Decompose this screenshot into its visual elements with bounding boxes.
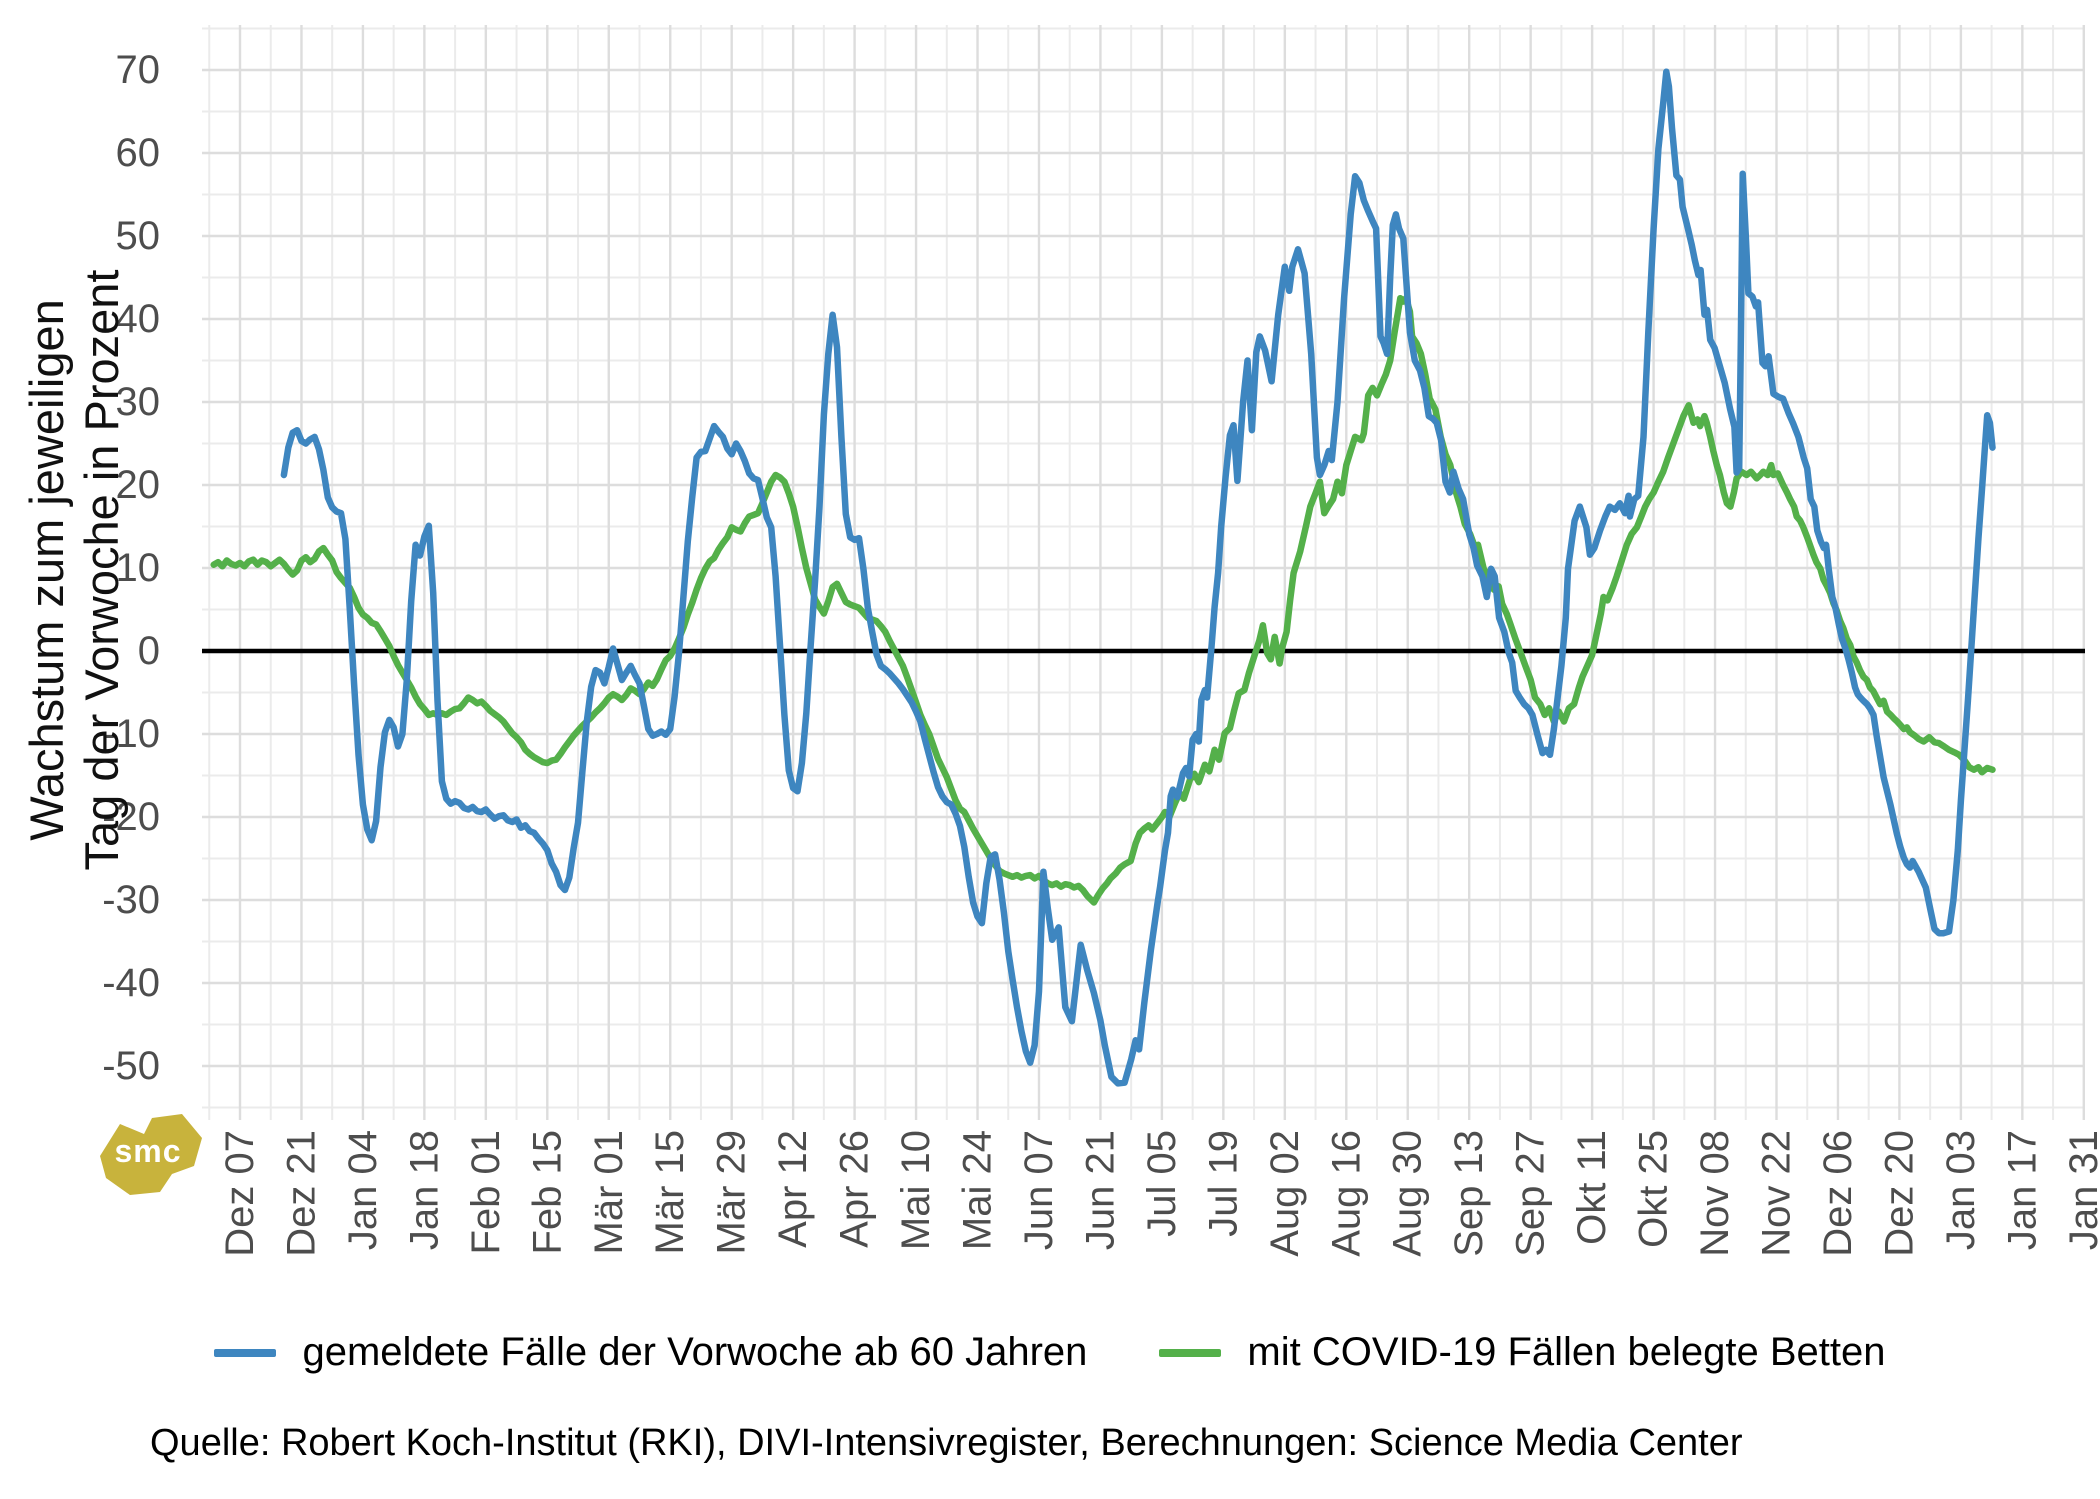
cases-line-swatch: [214, 1348, 277, 1357]
y-tick-label: -50: [102, 1044, 160, 1088]
smc-logo-shape: [100, 1114, 202, 1195]
x-tick-label: Jun 21: [1078, 1130, 1122, 1250]
x-tick-label: Mai 24: [956, 1130, 1000, 1250]
x-tick-label: Jun 07: [1017, 1130, 1061, 1250]
x-tick-label: Dez 21: [279, 1130, 323, 1257]
x-tick-label: Jan 03: [1939, 1130, 1983, 1250]
x-tick-label: Dez 20: [1877, 1130, 1921, 1257]
x-tick-label: Dez 06: [1816, 1130, 1860, 1257]
beds-line-swatch: [1159, 1348, 1222, 1357]
y-tick-label: -20: [102, 795, 160, 839]
x-tick-label: Jan 04: [341, 1130, 385, 1250]
x-tick-label: Nov 22: [1755, 1130, 1799, 1257]
y-axis-title-line1: Wachstum zum jeweiligen: [20, 299, 73, 841]
x-tick-label: Aug 02: [1263, 1130, 1307, 1257]
y-tick-label: 20: [116, 463, 161, 507]
y-tick-label: -10: [102, 712, 160, 756]
y-tick-label: 60: [116, 131, 161, 175]
x-tick-label: Mär 29: [710, 1130, 754, 1255]
x-tick-label: Okt 11: [1570, 1130, 1614, 1245]
x-tick-label: Jan 17: [2000, 1130, 2044, 1250]
y-axis-title: Wachstum zum jeweiligen Tag der Vorwoche…: [19, 270, 129, 871]
x-tick-label: Mär 01: [587, 1130, 631, 1255]
y-tick-label: 40: [116, 297, 161, 341]
y-tick-label: 70: [116, 48, 161, 92]
cases-line: [280, 68, 1996, 1087]
x-tick-label: Jan 31: [2062, 1130, 2100, 1250]
y-tick-label: 10: [116, 546, 161, 590]
x-tick-label: Okt 25: [1632, 1130, 1676, 1248]
y-tick-label: -30: [102, 878, 160, 922]
x-tick-label: Sep 13: [1447, 1130, 1491, 1257]
x-tick-label: Feb 01: [464, 1130, 508, 1255]
x-tick-label: Mär 15: [648, 1130, 692, 1255]
y-tick-label: 30: [116, 380, 161, 424]
beds-line: [210, 294, 1996, 906]
y-tick-label: 0: [138, 629, 160, 673]
source-note: Quelle: Robert Koch-Institut (RKI), DIVI…: [150, 1422, 1743, 1464]
x-tick-label: Nov 08: [1693, 1130, 1737, 1257]
x-tick-label: Feb 15: [525, 1130, 569, 1255]
legend-label-cases: gemeldete Fälle der Vorwoche ab 60 Jahre…: [302, 1330, 1088, 1374]
x-tick-label: Jul 05: [1140, 1130, 1184, 1237]
x-tick-label: Jan 18: [402, 1130, 446, 1250]
y-tick-label: 50: [116, 214, 161, 258]
legend-item-beds: mit COVID-19 Fällen belegte Betten: [1159, 1330, 1886, 1375]
x-tick-label: Apr 26: [833, 1130, 877, 1248]
x-tick-label: Sep 27: [1509, 1130, 1553, 1257]
legend-label-beds: mit COVID-19 Fällen belegte Betten: [1247, 1330, 1886, 1374]
x-tick-label: Aug 30: [1386, 1130, 1430, 1257]
x-tick-label: Aug 16: [1324, 1130, 1368, 1257]
x-tick-label: Jul 19: [1201, 1130, 1245, 1237]
y-axis-title-line2: Tag der Vorwoche in Prozent: [75, 269, 128, 871]
y-tick-label: -40: [102, 961, 160, 1005]
smc-logo-text: smc: [114, 1133, 181, 1169]
x-tick-label: Apr 12: [771, 1130, 815, 1248]
legend-item-cases: gemeldete Fälle der Vorwoche ab 60 Jahre…: [214, 1330, 1087, 1375]
x-tick-label: Mai 10: [894, 1130, 938, 1250]
smc-logo: smc: [100, 1114, 202, 1195]
legend: gemeldete Fälle der Vorwoche ab 60 Jahre…: [0, 1330, 2100, 1375]
x-tick-label: Dez 07: [218, 1130, 262, 1257]
